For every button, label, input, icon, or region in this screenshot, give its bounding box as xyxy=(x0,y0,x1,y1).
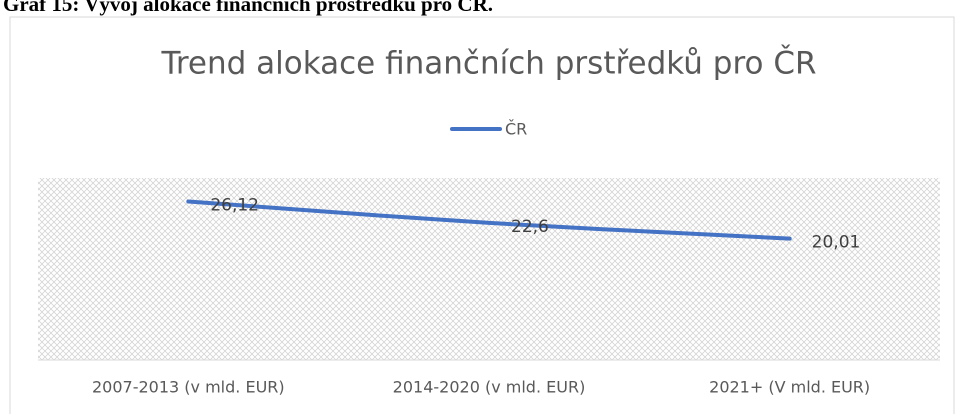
x-tick-label: 2007-2013 (v mld. EUR) xyxy=(92,378,285,397)
data-label: 20,01 xyxy=(812,233,861,253)
x-tick-label: 2021+ (V mld. EUR) xyxy=(709,378,870,397)
plot-area xyxy=(38,178,940,360)
series-line xyxy=(186,199,792,241)
data-label: 26,12 xyxy=(210,196,259,216)
caption: Graf 15: Vývoj alokace finančních prostř… xyxy=(3,0,493,16)
chart-title: Trend alokace finančních prstředků pro Č… xyxy=(160,45,816,82)
x-tick-label: 2014-2020 (v mld. EUR) xyxy=(393,378,586,397)
legend-label: ČR xyxy=(505,120,527,139)
data-label: 22,6 xyxy=(511,217,549,237)
